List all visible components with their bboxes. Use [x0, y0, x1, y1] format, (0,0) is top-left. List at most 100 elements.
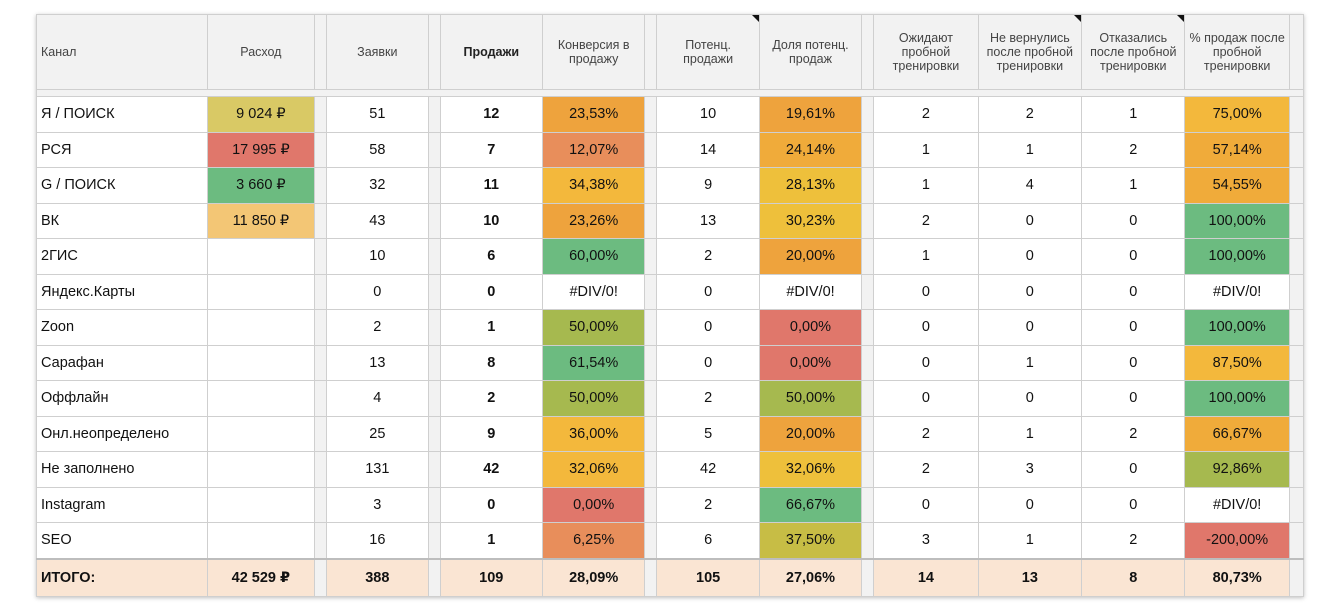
cell-potential[interactable]: 9	[656, 167, 760, 204]
cell-not-returned[interactable]: 2	[977, 96, 1083, 133]
cell-waiting-trial[interactable]: 2	[873, 451, 979, 488]
cell-refused[interactable]: 2	[1081, 522, 1186, 559]
cell-conversion[interactable]: 36,00%	[541, 415, 646, 452]
cell-refused[interactable]: 0	[1081, 344, 1186, 381]
comment-indicator[interactable]	[751, 15, 759, 22]
cell-not-returned[interactable]: 1	[977, 344, 1083, 381]
cell-pct-after-trial[interactable]: 54,55%	[1184, 167, 1290, 204]
cell-pct-after-trial[interactable]: 57,14%	[1184, 131, 1290, 168]
cell-potential-share[interactable]: #DIV/0!	[758, 273, 863, 310]
cell-waiting-trial[interactable]: 0	[873, 273, 979, 310]
cell-channel[interactable]: РСЯ	[36, 131, 208, 168]
cell-conversion[interactable]: 0,00%	[541, 486, 646, 523]
cell-spend[interactable]	[206, 522, 316, 559]
cell-leads[interactable]: 58	[326, 131, 429, 168]
header-waiting-trial[interactable]: Ожидают пробной тренировки	[873, 14, 979, 90]
cell-potential[interactable]: 5	[656, 415, 760, 452]
cell-potential[interactable]: 14	[656, 131, 760, 168]
cell-not-returned[interactable]: 0	[977, 202, 1083, 239]
cell-spend[interactable]	[206, 415, 316, 452]
cell-not-returned[interactable]: 0	[977, 380, 1083, 417]
cell-waiting-trial[interactable]: 0	[873, 486, 979, 523]
cell-leads[interactable]: 131	[326, 451, 429, 488]
cell-not-returned[interactable]: 0	[977, 309, 1083, 346]
cell-leads[interactable]: 32	[326, 167, 429, 204]
cell-sales[interactable]: 1	[439, 309, 543, 346]
cell-spend[interactable]: 9 024 ₽	[206, 96, 316, 133]
cell-pct-after-trial[interactable]: #DIV/0!	[1184, 486, 1290, 523]
cell-potential-share[interactable]: 0,00%	[758, 344, 863, 381]
cell-channel[interactable]: Не заполнено	[36, 451, 208, 488]
cell-refused[interactable]: 0	[1081, 202, 1186, 239]
cell-potential-share[interactable]: 50,00%	[758, 380, 863, 417]
cell-conversion[interactable]: #DIV/0!	[541, 273, 646, 310]
cell-refused[interactable]: 1	[1081, 167, 1186, 204]
cell-spend[interactable]	[206, 486, 316, 523]
header-refused[interactable]: Отказались после пробной тренировки	[1081, 14, 1186, 90]
cell-pct-after-trial[interactable]: 100,00%	[1184, 309, 1290, 346]
cell-sales[interactable]: 10	[439, 202, 543, 239]
cell-refused[interactable]: 0	[1081, 273, 1186, 310]
cell-leads[interactable]: 51	[326, 96, 429, 133]
cell-sales[interactable]: 42	[439, 451, 543, 488]
cell-not-returned[interactable]: 0	[977, 238, 1083, 275]
cell-sales[interactable]: 2	[439, 380, 543, 417]
cell-sales[interactable]: 12	[439, 96, 543, 133]
cell-refused[interactable]: 0	[1081, 238, 1186, 275]
cell-not-returned[interactable]: 1	[977, 131, 1083, 168]
cell-conversion[interactable]: 23,53%	[541, 96, 646, 133]
cell-pct-after-trial[interactable]: 92,86%	[1184, 451, 1290, 488]
totals-potential-share[interactable]: 27,06%	[758, 557, 863, 597]
cell-not-returned[interactable]: 1	[977, 415, 1083, 452]
cell-conversion[interactable]: 50,00%	[541, 380, 646, 417]
cell-waiting-trial[interactable]: 3	[873, 522, 979, 559]
totals-potential[interactable]: 105	[656, 557, 760, 597]
totals-spend[interactable]: 42 529 ₽	[206, 557, 316, 597]
cell-sales[interactable]: 1	[439, 522, 543, 559]
header-not-returned[interactable]: Не вернулись после пробной тренировки	[977, 14, 1083, 90]
cell-potential-share[interactable]: 24,14%	[758, 131, 863, 168]
cell-leads[interactable]: 3	[326, 486, 429, 523]
cell-spend[interactable]: 11 850 ₽	[206, 202, 316, 239]
cell-spend[interactable]	[206, 273, 316, 310]
cell-potential[interactable]: 42	[656, 451, 760, 488]
totals-refused[interactable]: 8	[1081, 557, 1186, 597]
cell-pct-after-trial[interactable]: -200,00%	[1184, 522, 1290, 559]
cell-potential-share[interactable]: 20,00%	[758, 238, 863, 275]
cell-waiting-trial[interactable]: 0	[873, 309, 979, 346]
totals-pct[interactable]: 80,73%	[1184, 557, 1290, 597]
header-leads[interactable]: Заявки	[326, 14, 429, 90]
totals-label[interactable]: ИТОГО:	[36, 557, 208, 597]
cell-pct-after-trial[interactable]: 100,00%	[1184, 238, 1290, 275]
cell-potential[interactable]: 10	[656, 96, 760, 133]
cell-sales[interactable]: 9	[439, 415, 543, 452]
cell-pct-after-trial[interactable]: 100,00%	[1184, 202, 1290, 239]
cell-conversion[interactable]: 61,54%	[541, 344, 646, 381]
cell-potential-share[interactable]: 37,50%	[758, 522, 863, 559]
comment-indicator[interactable]	[1177, 15, 1184, 22]
cell-potential[interactable]: 13	[656, 202, 760, 239]
header-potential-share[interactable]: Доля потенц. продаж	[758, 14, 863, 90]
header-potential[interactable]: Потенц. продажи	[656, 14, 760, 90]
cell-not-returned[interactable]: 0	[977, 486, 1083, 523]
header-sales[interactable]: Продажи	[439, 14, 543, 90]
cell-spend[interactable]	[206, 344, 316, 381]
cell-waiting-trial[interactable]: 2	[873, 202, 979, 239]
cell-pct-after-trial[interactable]: 66,67%	[1184, 415, 1290, 452]
cell-refused[interactable]: 2	[1081, 415, 1186, 452]
totals-sales[interactable]: 109	[439, 557, 543, 597]
cell-channel[interactable]: Оффлайн	[36, 380, 208, 417]
cell-conversion[interactable]: 23,26%	[541, 202, 646, 239]
cell-refused[interactable]: 0	[1081, 309, 1186, 346]
cell-channel[interactable]: Zoon	[36, 309, 208, 346]
header-spend[interactable]: Расход	[206, 14, 316, 90]
cell-potential[interactable]: 6	[656, 522, 760, 559]
cell-potential-share[interactable]: 66,67%	[758, 486, 863, 523]
cell-pct-after-trial[interactable]: 75,00%	[1184, 96, 1290, 133]
cell-waiting-trial[interactable]: 0	[873, 344, 979, 381]
cell-leads[interactable]: 25	[326, 415, 429, 452]
cell-channel[interactable]: Яндекс.Карты	[36, 273, 208, 310]
cell-channel[interactable]: 2ГИС	[36, 238, 208, 275]
cell-refused[interactable]: 2	[1081, 131, 1186, 168]
cell-not-returned[interactable]: 0	[977, 273, 1083, 310]
